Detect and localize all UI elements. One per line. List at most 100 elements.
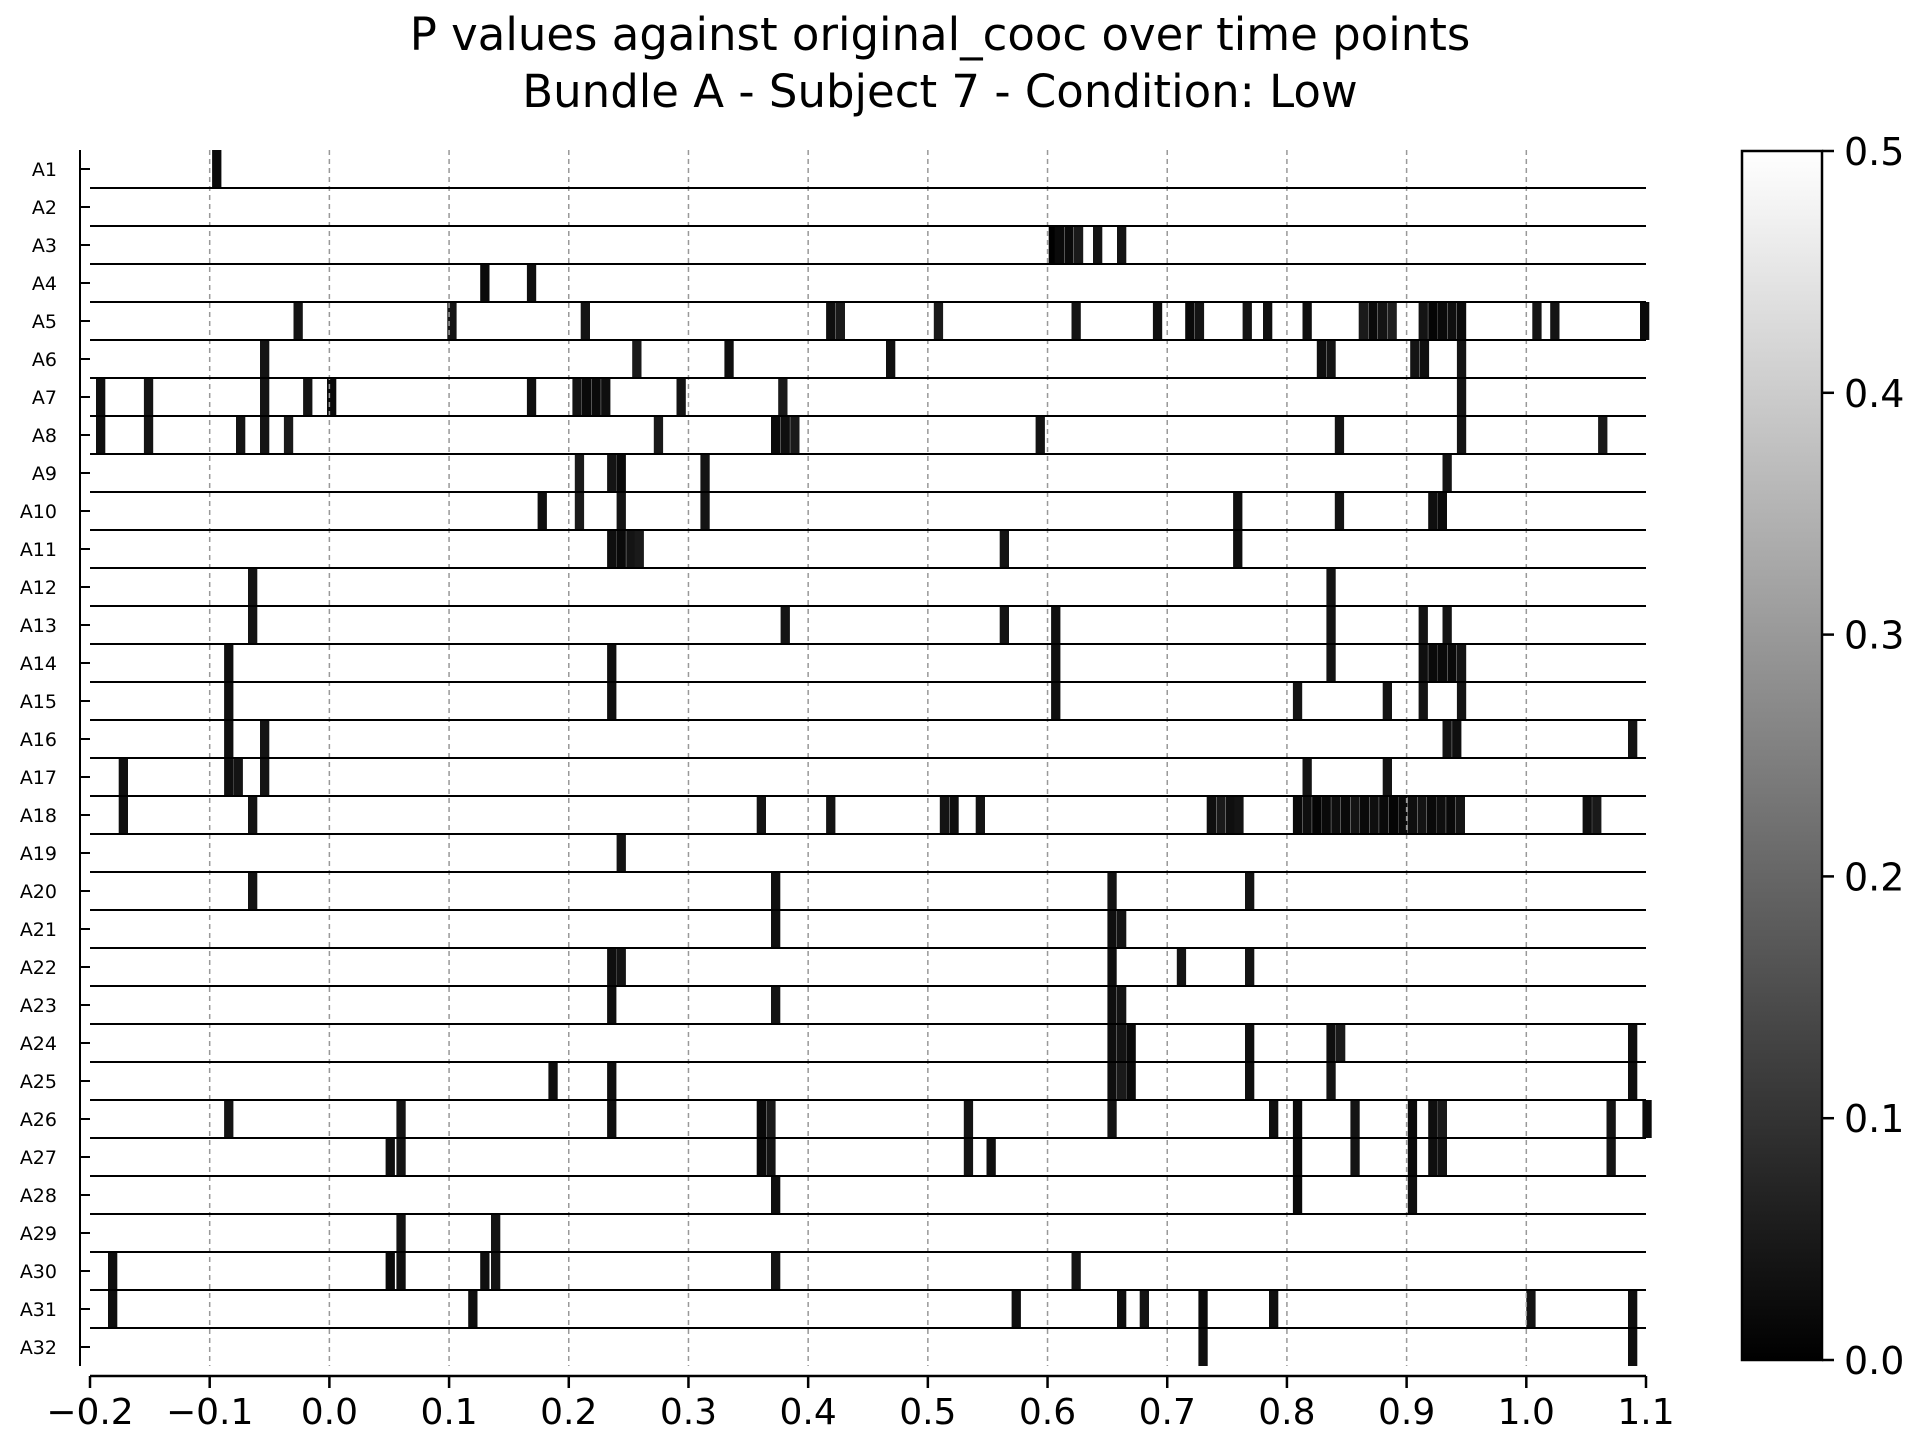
y-tick-label: A25 bbox=[20, 1071, 57, 1093]
heatmap-cell bbox=[1225, 796, 1236, 834]
heatmap-cell bbox=[975, 796, 985, 834]
heatmap-cell bbox=[607, 1100, 617, 1138]
heatmap-cell bbox=[1398, 796, 1408, 834]
heatmap-cell bbox=[1234, 796, 1244, 834]
heatmap-cell bbox=[1532, 302, 1542, 340]
heatmap-cell bbox=[224, 644, 234, 682]
heatmap-cell bbox=[1452, 720, 1462, 758]
heatmap-cell bbox=[616, 834, 626, 872]
colorbar-tick-label: 0.1 bbox=[1844, 1097, 1904, 1141]
heatmap-cell bbox=[260, 378, 270, 416]
heatmap-cell bbox=[1206, 796, 1216, 834]
heatmap-row-A26 bbox=[90, 1100, 1646, 1138]
heatmap-cell bbox=[468, 1290, 478, 1328]
heatmap-cell bbox=[1073, 226, 1084, 264]
heatmap-cell bbox=[1292, 1100, 1303, 1138]
heatmap-cell bbox=[491, 1214, 501, 1252]
heatmap-cell bbox=[248, 796, 258, 834]
heatmap-cell bbox=[1388, 796, 1398, 834]
heatmap-cell bbox=[1051, 606, 1061, 644]
y-tick-label: A16 bbox=[20, 729, 57, 751]
heatmap-cell bbox=[1054, 226, 1064, 264]
heatmap-cell bbox=[771, 1176, 781, 1214]
y-tick-label: A8 bbox=[32, 425, 57, 447]
heatmap-row-A32 bbox=[90, 1328, 1646, 1366]
heatmap-cell bbox=[1526, 1290, 1536, 1328]
heatmap-cell bbox=[1107, 1062, 1117, 1100]
heatmap-cell bbox=[303, 378, 313, 416]
heatmap-cell bbox=[1628, 1290, 1638, 1328]
heatmap-cell bbox=[1407, 1176, 1418, 1214]
x-tick-label: 0.7 bbox=[1139, 1392, 1196, 1433]
heatmap-cell bbox=[1418, 302, 1428, 340]
y-tick-label: A31 bbox=[20, 1299, 57, 1321]
heatmap-cell bbox=[1446, 796, 1456, 834]
x-tick-label: 0.0 bbox=[301, 1392, 358, 1433]
heatmap-cell bbox=[1198, 1290, 1208, 1328]
heatmap-cell bbox=[1292, 1176, 1303, 1214]
heatmap-row-A25 bbox=[90, 1062, 1646, 1100]
heatmap-cell bbox=[447, 302, 457, 340]
y-tick-label: A9 bbox=[32, 463, 57, 485]
heatmap-cell bbox=[1107, 910, 1117, 948]
x-tick-label: 0.1 bbox=[420, 1392, 477, 1433]
heatmap-cell bbox=[1292, 796, 1303, 834]
heatmap-row-A5 bbox=[90, 302, 1646, 340]
heatmap-cell bbox=[607, 948, 617, 986]
y-tick-label: A20 bbox=[20, 881, 57, 903]
x-tick-label: 0.2 bbox=[540, 1392, 597, 1433]
heatmap-cell bbox=[724, 340, 734, 378]
y-tick-label: A5 bbox=[32, 311, 57, 333]
heatmap-cell bbox=[1233, 530, 1243, 568]
y-tick-label: A23 bbox=[20, 995, 57, 1017]
heatmap-cell bbox=[1194, 302, 1205, 340]
heatmap-cell bbox=[327, 378, 337, 416]
heatmap-cell bbox=[963, 1138, 974, 1176]
heatmap-cell bbox=[766, 1100, 776, 1138]
heatmap-cell bbox=[260, 758, 270, 796]
heatmap-cell bbox=[1139, 1290, 1149, 1328]
y-tick-label: A22 bbox=[20, 957, 57, 979]
heatmap-row-A1 bbox=[90, 150, 1646, 188]
y-tick-label: A15 bbox=[20, 691, 57, 713]
y-axis: A1 A2 A3 A4 A5 A6 A7 A8 A9 A10 A11 A12 A13 A14 A15 A16 A… bbox=[20, 150, 90, 1366]
heatmap-cell bbox=[526, 378, 537, 416]
heatmap-cell bbox=[1369, 796, 1379, 834]
heatmap-row-A13 bbox=[90, 606, 1646, 644]
heatmap-cell bbox=[626, 530, 636, 568]
heatmap-row-A2 bbox=[90, 188, 1646, 226]
heatmap-row-A28 bbox=[90, 1176, 1646, 1214]
heatmap-cell bbox=[1051, 644, 1061, 682]
heatmap-cell bbox=[118, 796, 128, 834]
x-tick-label: 0.5 bbox=[899, 1392, 956, 1433]
heatmap-cell bbox=[676, 378, 686, 416]
heatmap-cell bbox=[574, 492, 585, 530]
heatmap-cell bbox=[1437, 1100, 1447, 1138]
heatmap-cell bbox=[1051, 682, 1061, 720]
colorbar-tick-label: 0.3 bbox=[1844, 614, 1904, 658]
heatmap-cell bbox=[634, 530, 644, 568]
heatmap-cell bbox=[1456, 682, 1467, 720]
heatmap-cell bbox=[108, 1290, 118, 1328]
heatmap-row-A30 bbox=[90, 1252, 1646, 1290]
heatmap-cell bbox=[1379, 796, 1389, 834]
heatmap-cell bbox=[835, 302, 845, 340]
y-tick-label: A26 bbox=[20, 1109, 57, 1131]
heatmap-cell bbox=[771, 910, 781, 948]
heatmap-cell bbox=[771, 872, 781, 910]
heatmap-cell bbox=[1107, 1024, 1117, 1062]
heatmap-cell bbox=[780, 416, 790, 454]
heatmap-cell bbox=[1107, 986, 1117, 1024]
heatmap-cell bbox=[963, 1100, 974, 1138]
heatmap-cell bbox=[143, 378, 154, 416]
heatmap-cell bbox=[1292, 682, 1303, 720]
heatmap-cell bbox=[1598, 416, 1608, 454]
heatmap-cell bbox=[771, 986, 781, 1024]
heatmap-cell bbox=[1437, 302, 1447, 340]
heatmap-cell bbox=[999, 530, 1009, 568]
chart-title: P values against original_cooc over time… bbox=[410, 8, 1471, 61]
x-tick-label: −0.2 bbox=[46, 1392, 133, 1433]
y-tick-label: A18 bbox=[20, 805, 57, 827]
heatmap-cell bbox=[1350, 1138, 1360, 1176]
heatmap-cell bbox=[607, 986, 617, 1024]
